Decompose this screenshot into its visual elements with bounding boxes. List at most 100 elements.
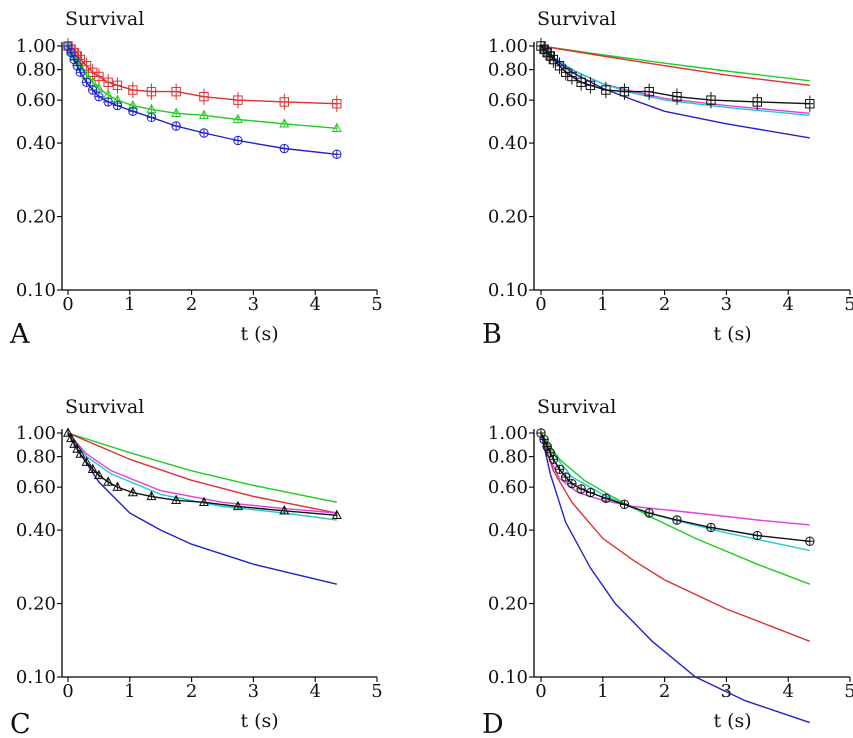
series-line <box>540 432 811 642</box>
series-5 <box>540 45 810 139</box>
chart-title: Survival <box>65 396 144 418</box>
series-line <box>67 432 337 514</box>
data-point <box>62 427 74 437</box>
panel-letter: D <box>482 709 504 738</box>
y-tick-label: 0.60 <box>488 90 528 111</box>
data-point <box>93 469 104 480</box>
data-point <box>146 83 157 100</box>
data-point <box>94 68 104 85</box>
data-point <box>88 85 98 95</box>
y-tick-label: 1.00 <box>16 36 56 57</box>
x-tick-label: 4 <box>782 294 793 315</box>
data-point <box>63 41 73 51</box>
x-tick-label: 2 <box>186 294 197 315</box>
series-6 <box>62 427 342 520</box>
x-tick-label: 3 <box>248 681 259 702</box>
x-tick-label: 2 <box>659 681 670 702</box>
series-line <box>540 45 810 82</box>
data-point <box>69 438 80 448</box>
panel-letter: B <box>482 319 502 350</box>
data-point <box>601 493 611 503</box>
data-point <box>87 463 98 474</box>
data-point <box>332 95 342 112</box>
data-point <box>103 476 114 486</box>
data-point <box>567 478 577 489</box>
series-5 <box>540 432 811 724</box>
data-point <box>75 448 86 458</box>
data-point <box>752 93 762 111</box>
y-tick-label: 0.10 <box>488 280 528 301</box>
x-tick-label: 5 <box>371 681 382 702</box>
data-point <box>545 448 555 458</box>
data-point <box>127 486 138 497</box>
series-line <box>540 432 811 724</box>
data-point <box>69 54 79 65</box>
data-point <box>112 77 123 94</box>
data-point <box>146 112 157 123</box>
data-point <box>171 83 181 100</box>
y-tick-label: 0.20 <box>16 594 56 615</box>
y-tick-label: 0.60 <box>16 90 56 111</box>
data-point <box>112 481 123 491</box>
data-point <box>536 428 546 438</box>
x-tick-label: 4 <box>782 681 793 702</box>
y-tick-label: 0.40 <box>16 133 56 154</box>
data-point <box>619 499 630 510</box>
series-line <box>540 45 810 86</box>
y-tick-label: 0.60 <box>16 477 56 498</box>
y-tick-label: 0.20 <box>488 207 528 228</box>
x-tick-label: 5 <box>371 294 382 315</box>
data-point <box>94 91 104 102</box>
x-axis-label: t (s) <box>713 710 751 732</box>
y-tick-label: 0.60 <box>488 477 528 498</box>
x-tick-label: 1 <box>597 294 608 315</box>
data-point <box>171 107 182 118</box>
data-point <box>548 454 559 465</box>
data-point <box>72 443 83 453</box>
series-5 <box>67 432 337 585</box>
data-point <box>232 500 243 511</box>
data-point <box>112 100 123 111</box>
series-2 <box>540 432 810 552</box>
x-tick-label: 0 <box>535 294 546 315</box>
data-point <box>279 93 290 111</box>
data-point <box>103 97 113 107</box>
data-point <box>128 106 138 116</box>
data-point <box>576 484 586 494</box>
x-tick-label: 1 <box>597 681 608 702</box>
data-point <box>805 95 815 112</box>
data-point <box>233 135 243 146</box>
data-point <box>279 118 290 128</box>
data-point <box>585 77 596 94</box>
series-6 <box>536 37 815 112</box>
data-point <box>171 121 181 131</box>
chart-title: Survival <box>65 8 144 30</box>
series-line <box>67 432 337 585</box>
series-line <box>540 432 810 526</box>
panel-letter: A <box>9 319 30 350</box>
y-tick-label: 0.40 <box>16 520 56 541</box>
data-point <box>72 61 82 71</box>
x-tick-label: 0 <box>62 294 73 315</box>
data-point <box>567 68 577 85</box>
series-line <box>67 432 337 503</box>
series-6 <box>536 428 815 546</box>
series-3 <box>63 41 342 159</box>
data-point <box>706 522 716 533</box>
y-tick-label: 0.10 <box>16 280 56 301</box>
data-point <box>232 113 243 124</box>
data-point <box>554 57 565 74</box>
data-point <box>146 490 157 501</box>
data-point <box>672 88 682 105</box>
x-tick-label: 2 <box>186 681 197 702</box>
data-point <box>752 530 762 541</box>
y-tick-label: 0.80 <box>16 60 56 81</box>
series-4 <box>540 432 811 642</box>
x-tick-label: 3 <box>248 294 259 315</box>
y-tick-label: 0.80 <box>488 447 528 468</box>
chart-title: Survival <box>537 8 616 30</box>
y-tick-label: 0.10 <box>488 667 528 688</box>
x-tick-label: 3 <box>721 294 732 315</box>
